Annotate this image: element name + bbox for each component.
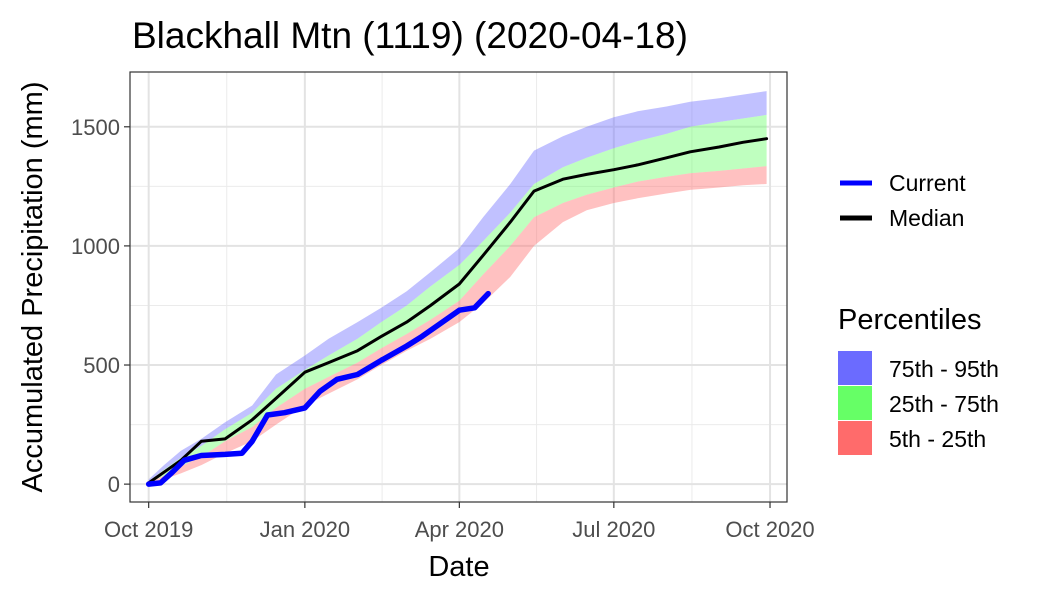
y-tick-label: 0: [108, 472, 120, 497]
legend-swatch-band: [838, 351, 872, 385]
band-p25-p75: [148, 114, 767, 483]
legend-label-band: 25th - 75th: [889, 391, 999, 417]
x-tick-label: Oct 2020: [725, 517, 814, 542]
plot-border: [129, 71, 788, 503]
legend-swatch-band: [838, 386, 872, 420]
grid: [130, 72, 787, 502]
x-axis-title: Date: [428, 551, 489, 583]
percentile-bands: [148, 91, 767, 485]
series-lines: [145, 137, 769, 487]
legend: Current Median Percentiles 75th - 95th 25th …: [838, 170, 999, 455]
y-tick-label: 500: [83, 353, 120, 378]
legend-title-percentiles: Percentiles: [838, 304, 981, 336]
band-p5-p25: [148, 166, 767, 485]
series-line-current: [145, 290, 491, 487]
legend-label-current: Current: [889, 170, 966, 196]
y-tick-label: 1500: [71, 115, 120, 140]
y-tick-label: 1000: [71, 234, 120, 259]
x-tick-label: Apr 2020: [415, 517, 504, 542]
legend-label-median: Median: [889, 205, 964, 231]
chart-title: Blackhall Mtn (1119) (2020-04-18): [132, 15, 688, 56]
legend-label-band: 75th - 95th: [889, 356, 999, 382]
legend-swatch-band: [838, 421, 872, 455]
x-tick-label: Oct 2019: [104, 517, 193, 542]
axis-ticks: Oct 2019 Jan 2020 Apr 2020 Jul 2020 Oct 2020…: [71, 115, 815, 542]
x-tick-label: Jul 2020: [572, 517, 655, 542]
legend-label-band: 5th - 25th: [889, 426, 986, 452]
y-axis-title: Accumulated Precipitation (mm): [17, 82, 49, 493]
series-line-median: [147, 137, 769, 485]
x-tick-label: Jan 2020: [260, 517, 351, 542]
